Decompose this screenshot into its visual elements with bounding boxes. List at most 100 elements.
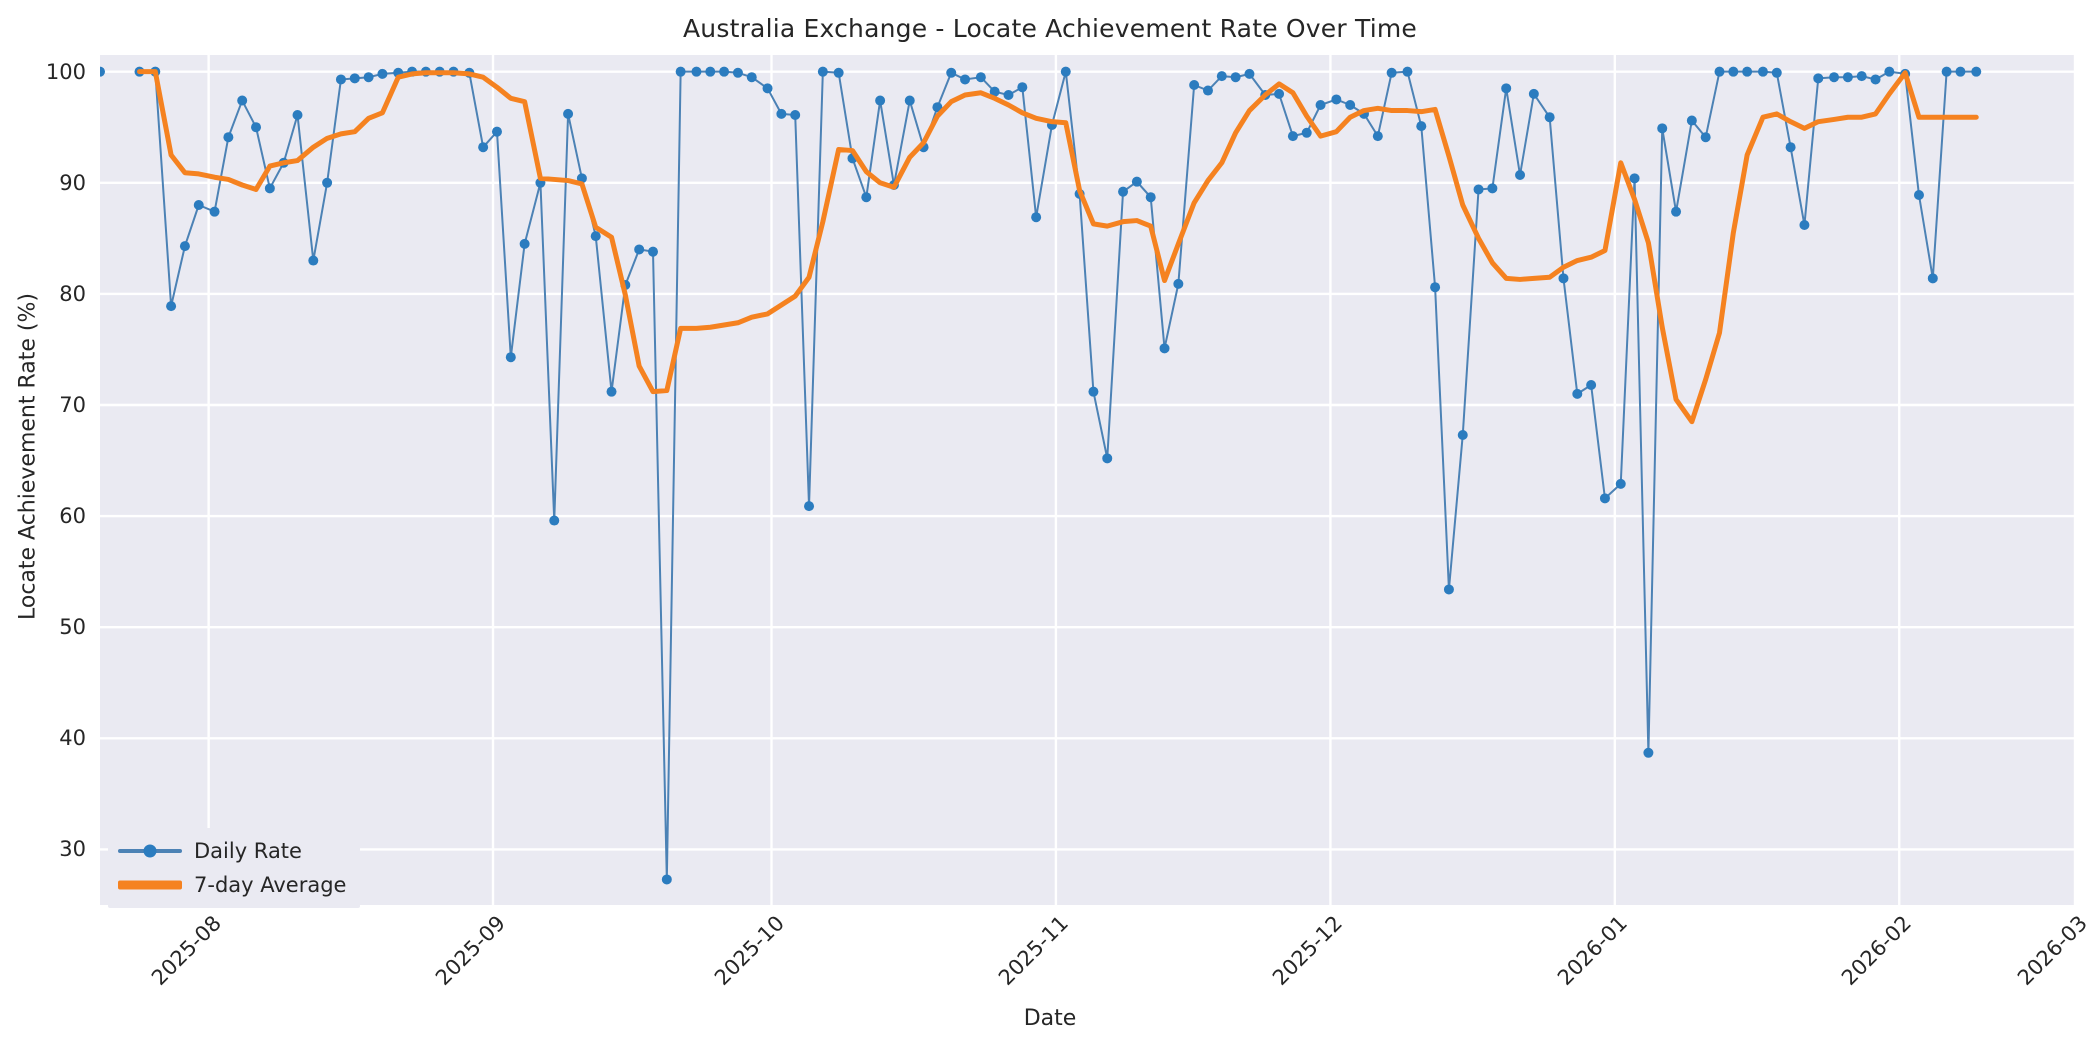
- data-point-marker: [1216, 71, 1227, 82]
- data-point-marker: [223, 132, 234, 143]
- data-point-marker: [960, 74, 971, 85]
- data-point-marker: [193, 200, 204, 210]
- data-point-marker: [1315, 100, 1326, 110]
- data-point-marker: [746, 72, 757, 83]
- data-point-marker: [1145, 192, 1156, 203]
- data-point-marker: [1829, 72, 1840, 83]
- data-point-marker: [1301, 127, 1312, 138]
- x-axis-label: Date: [1023, 1006, 1077, 1031]
- data-point-marker: [975, 72, 986, 83]
- data-point-marker: [1501, 83, 1512, 94]
- data-point-marker: [563, 108, 574, 119]
- x-tick-label: 2025-11: [993, 911, 1073, 991]
- plot-area: [100, 55, 2075, 905]
- line-marker-swatch-icon: [118, 838, 182, 864]
- x-tick-label: 2026-03: [2012, 911, 2092, 991]
- data-point-marker: [335, 74, 346, 85]
- data-point-marker: [1884, 66, 1895, 77]
- data-point-marker: [1473, 184, 1484, 195]
- data-point-marker: [1572, 388, 1583, 399]
- data-point-marker: [648, 246, 658, 257]
- data-point-marker: [1088, 386, 1099, 397]
- data-point-marker: [1728, 66, 1739, 77]
- data-point-marker: [1799, 220, 1810, 230]
- data-point-marker: [634, 244, 645, 255]
- data-point-marker: [606, 386, 617, 397]
- data-point-marker: [661, 874, 672, 885]
- x-tick-label: 2025-09: [430, 911, 510, 991]
- data-point-marker: [732, 67, 743, 78]
- data-point-marker: [875, 95, 886, 106]
- data-point-marker: [1586, 380, 1597, 390]
- data-point-marker: [1528, 88, 1539, 99]
- x-tick-label: 2026-02: [1837, 911, 1917, 991]
- data-point-marker: [166, 301, 177, 312]
- legend-item-seven-day-average[interactable]: 7-day Average: [118, 872, 346, 898]
- y-tick-label: 30: [59, 837, 86, 862]
- data-point-marker: [1443, 584, 1454, 595]
- data-point-marker: [1386, 67, 1397, 78]
- data-point-marker: [549, 515, 560, 526]
- x-tick-label: 2025-08: [146, 911, 226, 991]
- y-tick-label: 90: [59, 170, 86, 195]
- data-point-marker: [776, 108, 787, 119]
- data-point-marker: [989, 86, 1000, 97]
- data-point-marker: [1345, 100, 1356, 110]
- data-point-marker: [1657, 123, 1668, 134]
- data-point-marker: [322, 177, 333, 188]
- series-line: [138, 70, 1978, 881]
- data-point-marker: [1700, 132, 1711, 143]
- data-point-marker: [1544, 112, 1555, 123]
- y-axis-tick-labels: 100 90 80 70 60 50 40 30: [0, 55, 100, 905]
- y-tick-label: 70: [59, 393, 86, 417]
- data-point-marker: [590, 231, 601, 242]
- data-point-marker: [1955, 66, 1966, 77]
- data-point-marker: [1870, 74, 1881, 85]
- data-point-marker: [1457, 430, 1468, 440]
- data-point-marker: [946, 67, 957, 78]
- y-tick-label: 40: [59, 726, 86, 751]
- legend-item-daily-rate[interactable]: Daily Rate: [118, 838, 346, 864]
- y-tick-label: 50: [59, 615, 86, 640]
- data-point-marker: [762, 83, 773, 94]
- y-tick-label: 100: [45, 59, 86, 84]
- series-line: [137, 69, 1979, 425]
- data-point-marker: [519, 238, 530, 249]
- data-point-marker: [1515, 170, 1526, 180]
- data-point-marker: [1402, 66, 1413, 77]
- y-tick-label: 60: [59, 504, 86, 529]
- data-point-marker: [790, 110, 801, 120]
- data-point-marker: [1003, 90, 1014, 100]
- data-series-layer: [100, 66, 1982, 885]
- data-point-marker: [1629, 173, 1640, 184]
- data-point-marker: [1813, 73, 1824, 84]
- data-point-marker: [1372, 131, 1383, 142]
- data-point-marker: [237, 95, 248, 106]
- data-point-marker: [1416, 121, 1427, 132]
- data-point-marker: [1202, 85, 1213, 96]
- data-point-marker: [705, 66, 716, 77]
- data-point-marker: [1643, 747, 1654, 758]
- line-swatch-icon: [118, 872, 182, 898]
- data-point-marker: [264, 183, 275, 194]
- data-point-marker: [1102, 453, 1113, 464]
- data-point-marker: [308, 255, 319, 266]
- data-point-marker: [1230, 72, 1241, 83]
- data-point-marker: [1331, 94, 1342, 105]
- data-point-marker: [377, 68, 388, 79]
- data-point-marker: [1686, 115, 1697, 126]
- data-point-marker: [1189, 80, 1200, 90]
- data-point-marker: [1771, 67, 1782, 78]
- data-point-marker: [505, 352, 516, 363]
- data-point-marker: [1274, 88, 1285, 99]
- data-point-marker: [1757, 66, 1768, 77]
- data-point-marker: [179, 241, 190, 252]
- data-point-marker: [349, 73, 360, 84]
- x-tick-label: 2026-01: [1552, 911, 1632, 991]
- data-point-marker: [719, 66, 730, 77]
- data-point-marker: [691, 66, 702, 77]
- data-point-marker: [1031, 212, 1042, 223]
- data-point-marker: [1017, 82, 1028, 93]
- data-point-marker: [1558, 273, 1569, 284]
- legend-label: 7-day Average: [194, 873, 347, 897]
